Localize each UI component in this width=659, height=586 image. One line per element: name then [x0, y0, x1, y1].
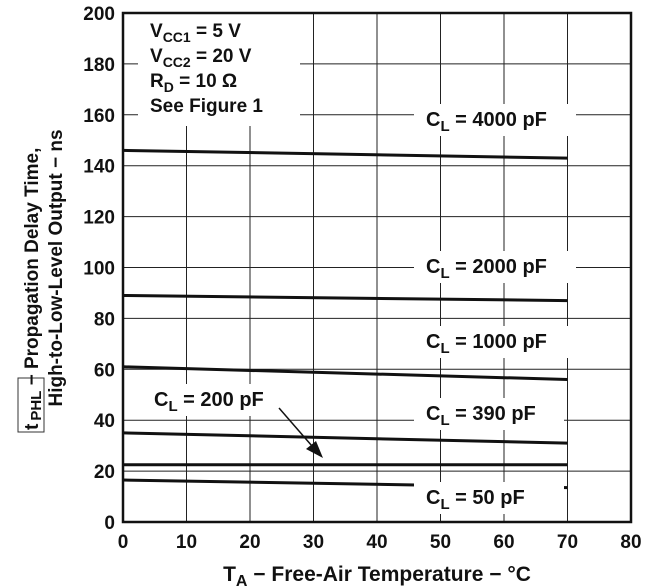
y-tick-label-20: 20 — [94, 462, 115, 483]
condition-see-figure: See Figure 1 — [150, 96, 263, 117]
series-line-4000-pF — [122, 148, 568, 160]
series-line-1000-pF — [122, 365, 568, 381]
condition-vcc2: VCC2 = 20 V — [150, 46, 252, 70]
condition-vcc1: VCC1 = 5 V — [150, 21, 241, 45]
tick-labels: 0 10 20 30 40 50 60 70 80 0 20 40 60 80 100 120 140 160 18… — [83, 4, 641, 553]
y-tick-label-0: 0 — [104, 513, 115, 534]
svg-text:High-to-Low-Level Output − ns: High-to-Low-Level Output − ns — [46, 129, 67, 406]
arrow-200pf-head — [306, 441, 323, 458]
x-tick-label-50: 50 — [430, 532, 451, 553]
arrow-200pf-shaft — [278, 407, 313, 447]
x-tick-label-20: 20 — [239, 532, 260, 553]
series-label-4000pf: CL = 4000 pF — [426, 109, 547, 135]
series-label-200pf: CL = 200 pF — [154, 389, 264, 415]
y-tick-label-100: 100 — [83, 259, 115, 280]
series-label-2000pf: CL = 2000 pF — [426, 256, 547, 282]
series-lines — [122, 148, 568, 490]
y-tick-label-180: 180 — [83, 55, 115, 76]
series-labels: CL = 4000 pF CL = 2000 pF CL = 1000 pF C… — [142, 104, 576, 514]
y-tick-label-140: 140 — [83, 157, 115, 178]
x-tick-label-30: 30 — [303, 532, 324, 553]
condition-rd: RD = 10 Ω — [150, 71, 237, 95]
y-tick-label-160: 160 — [83, 106, 115, 127]
x-tick-label-10: 10 — [176, 532, 197, 553]
series-line-390-pF — [122, 431, 568, 445]
x-axis-label: TA − Free-Air Temperature − °C — [223, 563, 531, 586]
x-tick-label-0: 0 — [118, 532, 129, 553]
y-axis-symbol-box — [17, 377, 45, 433]
y-tick-label-40: 40 — [94, 411, 115, 432]
series-label-50pf: CL = 50 pF — [426, 487, 525, 513]
y-tick-label-60: 60 — [94, 360, 115, 381]
x-tick-label-40: 40 — [366, 532, 387, 553]
x-tick-label-60: 60 — [493, 532, 514, 553]
y-tick-label-120: 120 — [83, 208, 115, 229]
series-label-390pf: CL = 390 pF — [426, 403, 536, 429]
y-tick-label-200: 200 — [83, 4, 115, 25]
x-tick-label-70: 70 — [557, 532, 578, 553]
y-tick-label-80: 80 — [94, 309, 115, 330]
series-line-2000-pF — [122, 294, 568, 303]
x-tick-label-80: 80 — [620, 532, 641, 553]
svg-text:tPHL − Propagation Delay Time,: tPHL − Propagation Delay Time, — [22, 148, 45, 430]
series-label-1000pf: CL = 1000 pF — [426, 331, 547, 357]
plot-frame — [121, 11, 633, 524]
conditions-box: VCC1 = 5 V VCC2 = 20 V RD = 10 Ω See Fig… — [138, 13, 300, 126]
y-axis-label: tPHL − Propagation Delay Time, High-to-L… — [17, 129, 67, 433]
